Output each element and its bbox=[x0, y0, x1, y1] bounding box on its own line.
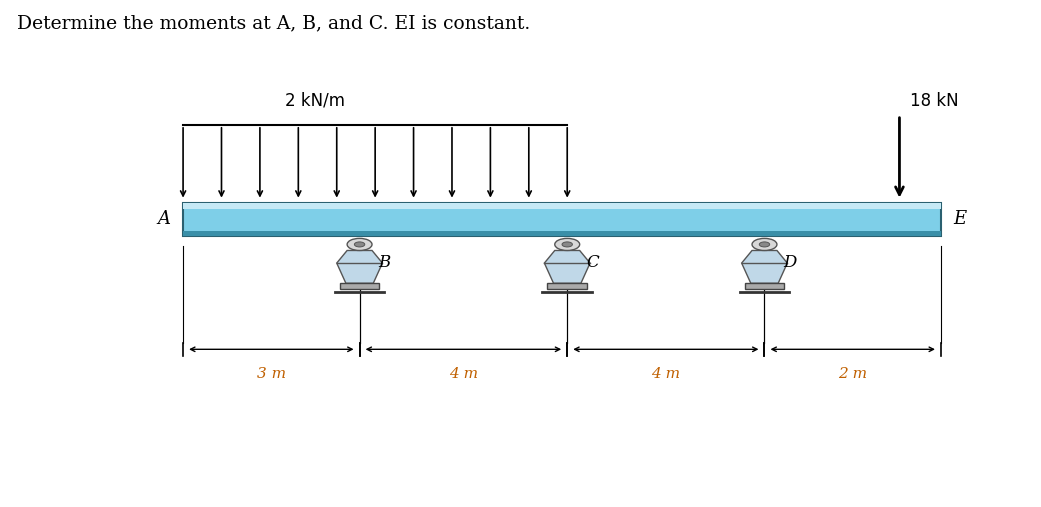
Text: 2 m: 2 m bbox=[838, 367, 867, 381]
Polygon shape bbox=[741, 250, 787, 283]
Polygon shape bbox=[339, 283, 379, 289]
Text: Determine the moments at A, B, and C. EI is constant.: Determine the moments at A, B, and C. EI… bbox=[17, 14, 530, 32]
Text: A: A bbox=[157, 210, 171, 229]
Text: 3 m: 3 m bbox=[257, 367, 286, 381]
Text: 4 m: 4 m bbox=[449, 367, 478, 381]
Polygon shape bbox=[183, 203, 941, 209]
Text: D: D bbox=[783, 254, 796, 271]
Polygon shape bbox=[336, 250, 382, 283]
Polygon shape bbox=[544, 250, 590, 283]
Text: 18 kN: 18 kN bbox=[910, 92, 959, 110]
Text: 4 m: 4 m bbox=[652, 367, 681, 381]
Circle shape bbox=[347, 238, 372, 250]
Circle shape bbox=[562, 242, 573, 247]
Polygon shape bbox=[548, 283, 587, 289]
Circle shape bbox=[759, 242, 769, 247]
Text: C: C bbox=[586, 254, 599, 271]
Text: 2 kN/m: 2 kN/m bbox=[285, 92, 346, 110]
Circle shape bbox=[354, 242, 364, 247]
Text: E: E bbox=[954, 210, 966, 229]
Circle shape bbox=[555, 238, 580, 250]
Text: B: B bbox=[378, 254, 390, 271]
Polygon shape bbox=[183, 203, 941, 236]
Circle shape bbox=[752, 238, 777, 250]
Polygon shape bbox=[183, 231, 941, 236]
Polygon shape bbox=[744, 283, 784, 289]
